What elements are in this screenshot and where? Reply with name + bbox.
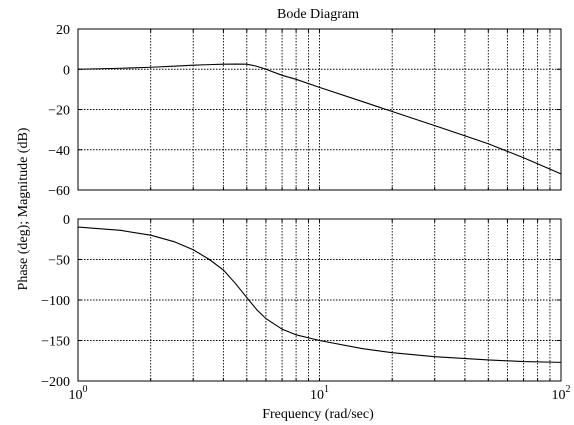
magnitude-response-line: [77, 63, 562, 175]
magnitude-ytick-label: 20: [56, 23, 70, 38]
magnitude-panel: 20 0 −20 −40 −60: [48, 23, 562, 199]
phase-ytick-label: 0: [63, 213, 70, 228]
phase-ytick-label: −200: [41, 375, 70, 390]
magnitude-ytick-label: −60: [48, 184, 70, 199]
phase-ytick-label: −50: [48, 254, 70, 269]
phase-response-line: [77, 226, 562, 363]
magnitude-ytick-label: −40: [48, 144, 70, 159]
chart-title: Bode Diagram: [277, 7, 359, 22]
phase-ytick-label: −150: [41, 335, 70, 350]
x-tick-label: 100: [69, 384, 88, 403]
phase-ytick-label: −100: [41, 294, 70, 309]
phase-plot-frame: [77, 218, 562, 382]
x-axis-label: Frequency (rad/sec): [262, 407, 374, 422]
magnitude-plot-frame: [77, 28, 562, 191]
x-tick-labels: 100 101 102: [69, 384, 571, 403]
x-tick-label: 102: [552, 384, 571, 403]
phase-panel: 0 −50 −100 −150 −200: [41, 213, 562, 390]
magnitude-ytick-label: 0: [63, 63, 70, 78]
x-tick-label: 101: [310, 384, 329, 403]
magnitude-ytick-label: −20: [48, 104, 70, 119]
y-axis-label: Phase (deg); Magnitude (dB): [16, 127, 31, 290]
